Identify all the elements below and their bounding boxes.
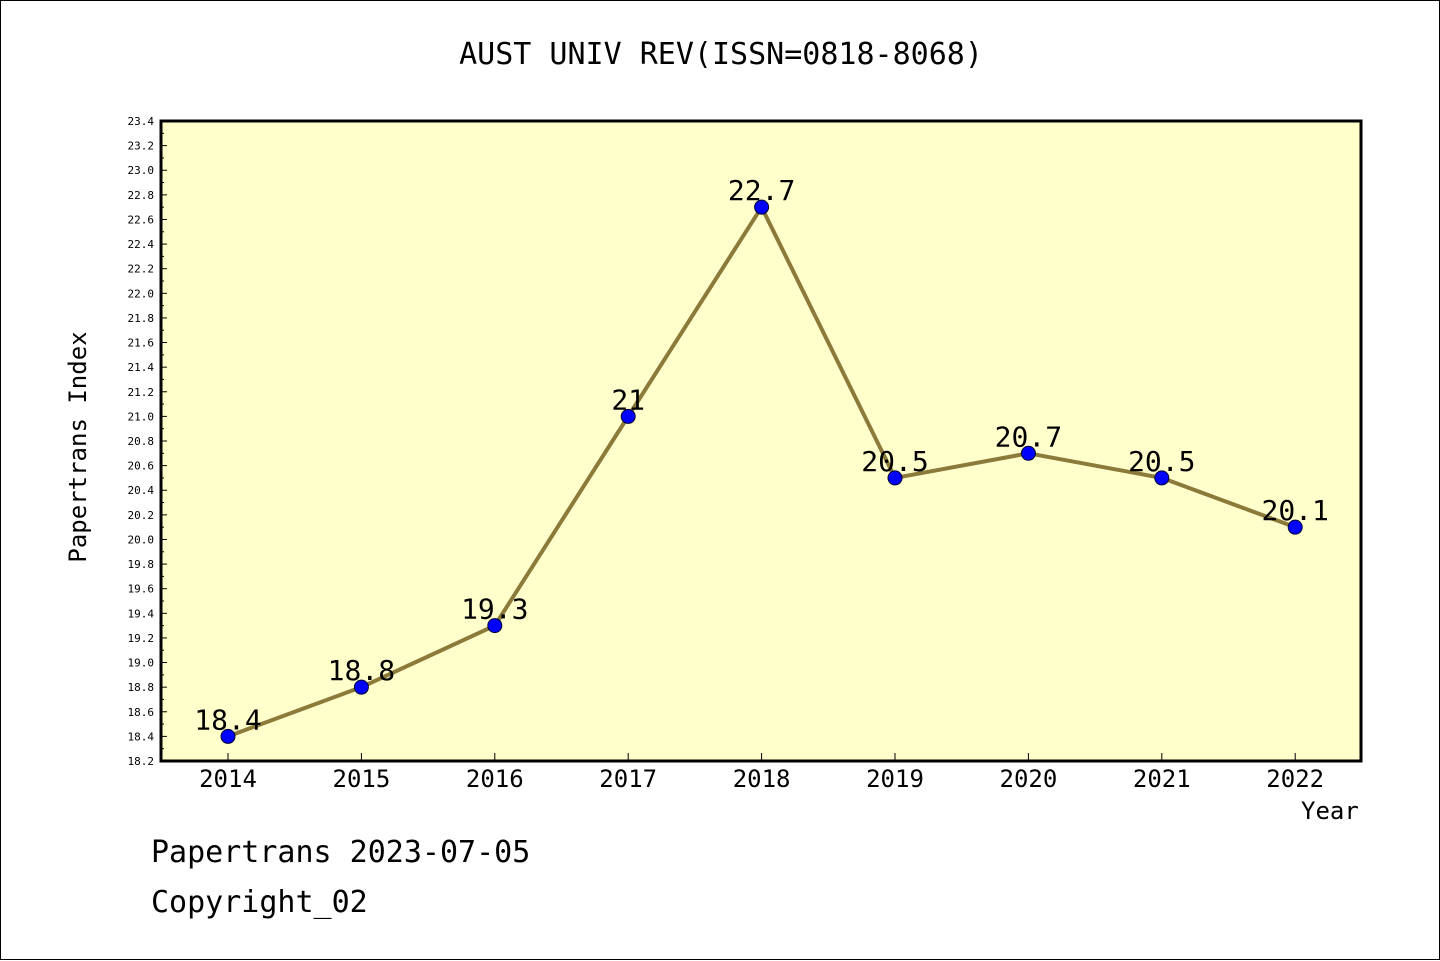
- data-label: 18.8: [328, 654, 395, 687]
- plot-border: [159, 119, 1363, 763]
- y-tick-label: 18.8: [128, 681, 155, 694]
- y-tick-label: 23.4: [128, 115, 155, 128]
- data-label: 20.5: [1128, 445, 1195, 478]
- y-tick-label: 21.2: [128, 386, 155, 399]
- y-tick-label: 19.6: [128, 583, 155, 596]
- x-tick-label: 2015: [333, 765, 391, 793]
- y-tick-label: 22.4: [128, 238, 155, 251]
- data-label: 21: [611, 383, 645, 416]
- y-tick-label: 23.2: [128, 140, 155, 153]
- data-point: [220, 728, 236, 744]
- y-tick-label: 20.6: [128, 460, 155, 473]
- y-tick-label: 20.2: [128, 509, 155, 522]
- data-point: [620, 408, 636, 424]
- y-tick-label: 21.0: [128, 410, 155, 423]
- data-point: [887, 470, 903, 486]
- y-tick-label: 19.4: [128, 607, 155, 620]
- data-point: [353, 679, 369, 695]
- y-tick-label: 20.0: [128, 533, 155, 546]
- y-tick-label: 21.8: [128, 312, 155, 325]
- x-tick-label: 2021: [1133, 765, 1191, 793]
- data-label: 18.4: [194, 703, 261, 736]
- data-label: 19.3: [461, 593, 528, 626]
- x-tick-label: 2019: [866, 765, 924, 793]
- x-tick-label: 2018: [733, 765, 791, 793]
- x-tick-label: 2016: [466, 765, 524, 793]
- y-tick-label: 22.8: [128, 189, 155, 202]
- data-point: [487, 618, 503, 634]
- y-tick-label: 22.6: [128, 213, 155, 226]
- y-tick-label: 20.8: [128, 435, 155, 448]
- y-tick-label: 22.2: [128, 263, 155, 276]
- data-label: 20.5: [861, 445, 928, 478]
- x-axis-label: Year: [1301, 797, 1359, 825]
- data-point: [1020, 445, 1036, 461]
- y-tick-label: 23.0: [128, 164, 155, 177]
- y-tick-label: 22.0: [128, 287, 155, 300]
- data-point: [1287, 519, 1303, 535]
- footer-copyright: Copyright_02: [151, 885, 368, 920]
- data-point: [1154, 470, 1170, 486]
- y-tick-label: 19.2: [128, 632, 155, 645]
- y-tick-label: 21.6: [128, 337, 155, 350]
- x-tick-label: 2014: [199, 765, 257, 793]
- y-tick-label: 19.8: [128, 558, 155, 571]
- plot-area: [161, 121, 1361, 761]
- y-tick-label: 18.6: [128, 706, 155, 719]
- x-tick-label: 2020: [1000, 765, 1058, 793]
- footer-source: Papertrans 2023-07-05: [151, 835, 531, 870]
- x-tick-label: 2017: [599, 765, 657, 793]
- data-label: 20.7: [995, 420, 1062, 453]
- y-tick-label: 21.4: [128, 361, 155, 374]
- y-axis-label: Papertrans Index: [64, 331, 92, 563]
- y-tick-label: 19.0: [128, 657, 155, 670]
- y-tick-label: 18.4: [128, 730, 155, 743]
- data-label: 20.1: [1261, 494, 1328, 527]
- y-tick-label: 20.4: [128, 484, 155, 497]
- data-label: 22.7: [728, 174, 795, 207]
- y-tick-label: 18.2: [128, 755, 155, 768]
- x-tick-label: 2022: [1266, 765, 1324, 793]
- data-point: [754, 199, 770, 215]
- chart-title: AUST UNIV REV(ISSN=0818-8068): [459, 37, 983, 72]
